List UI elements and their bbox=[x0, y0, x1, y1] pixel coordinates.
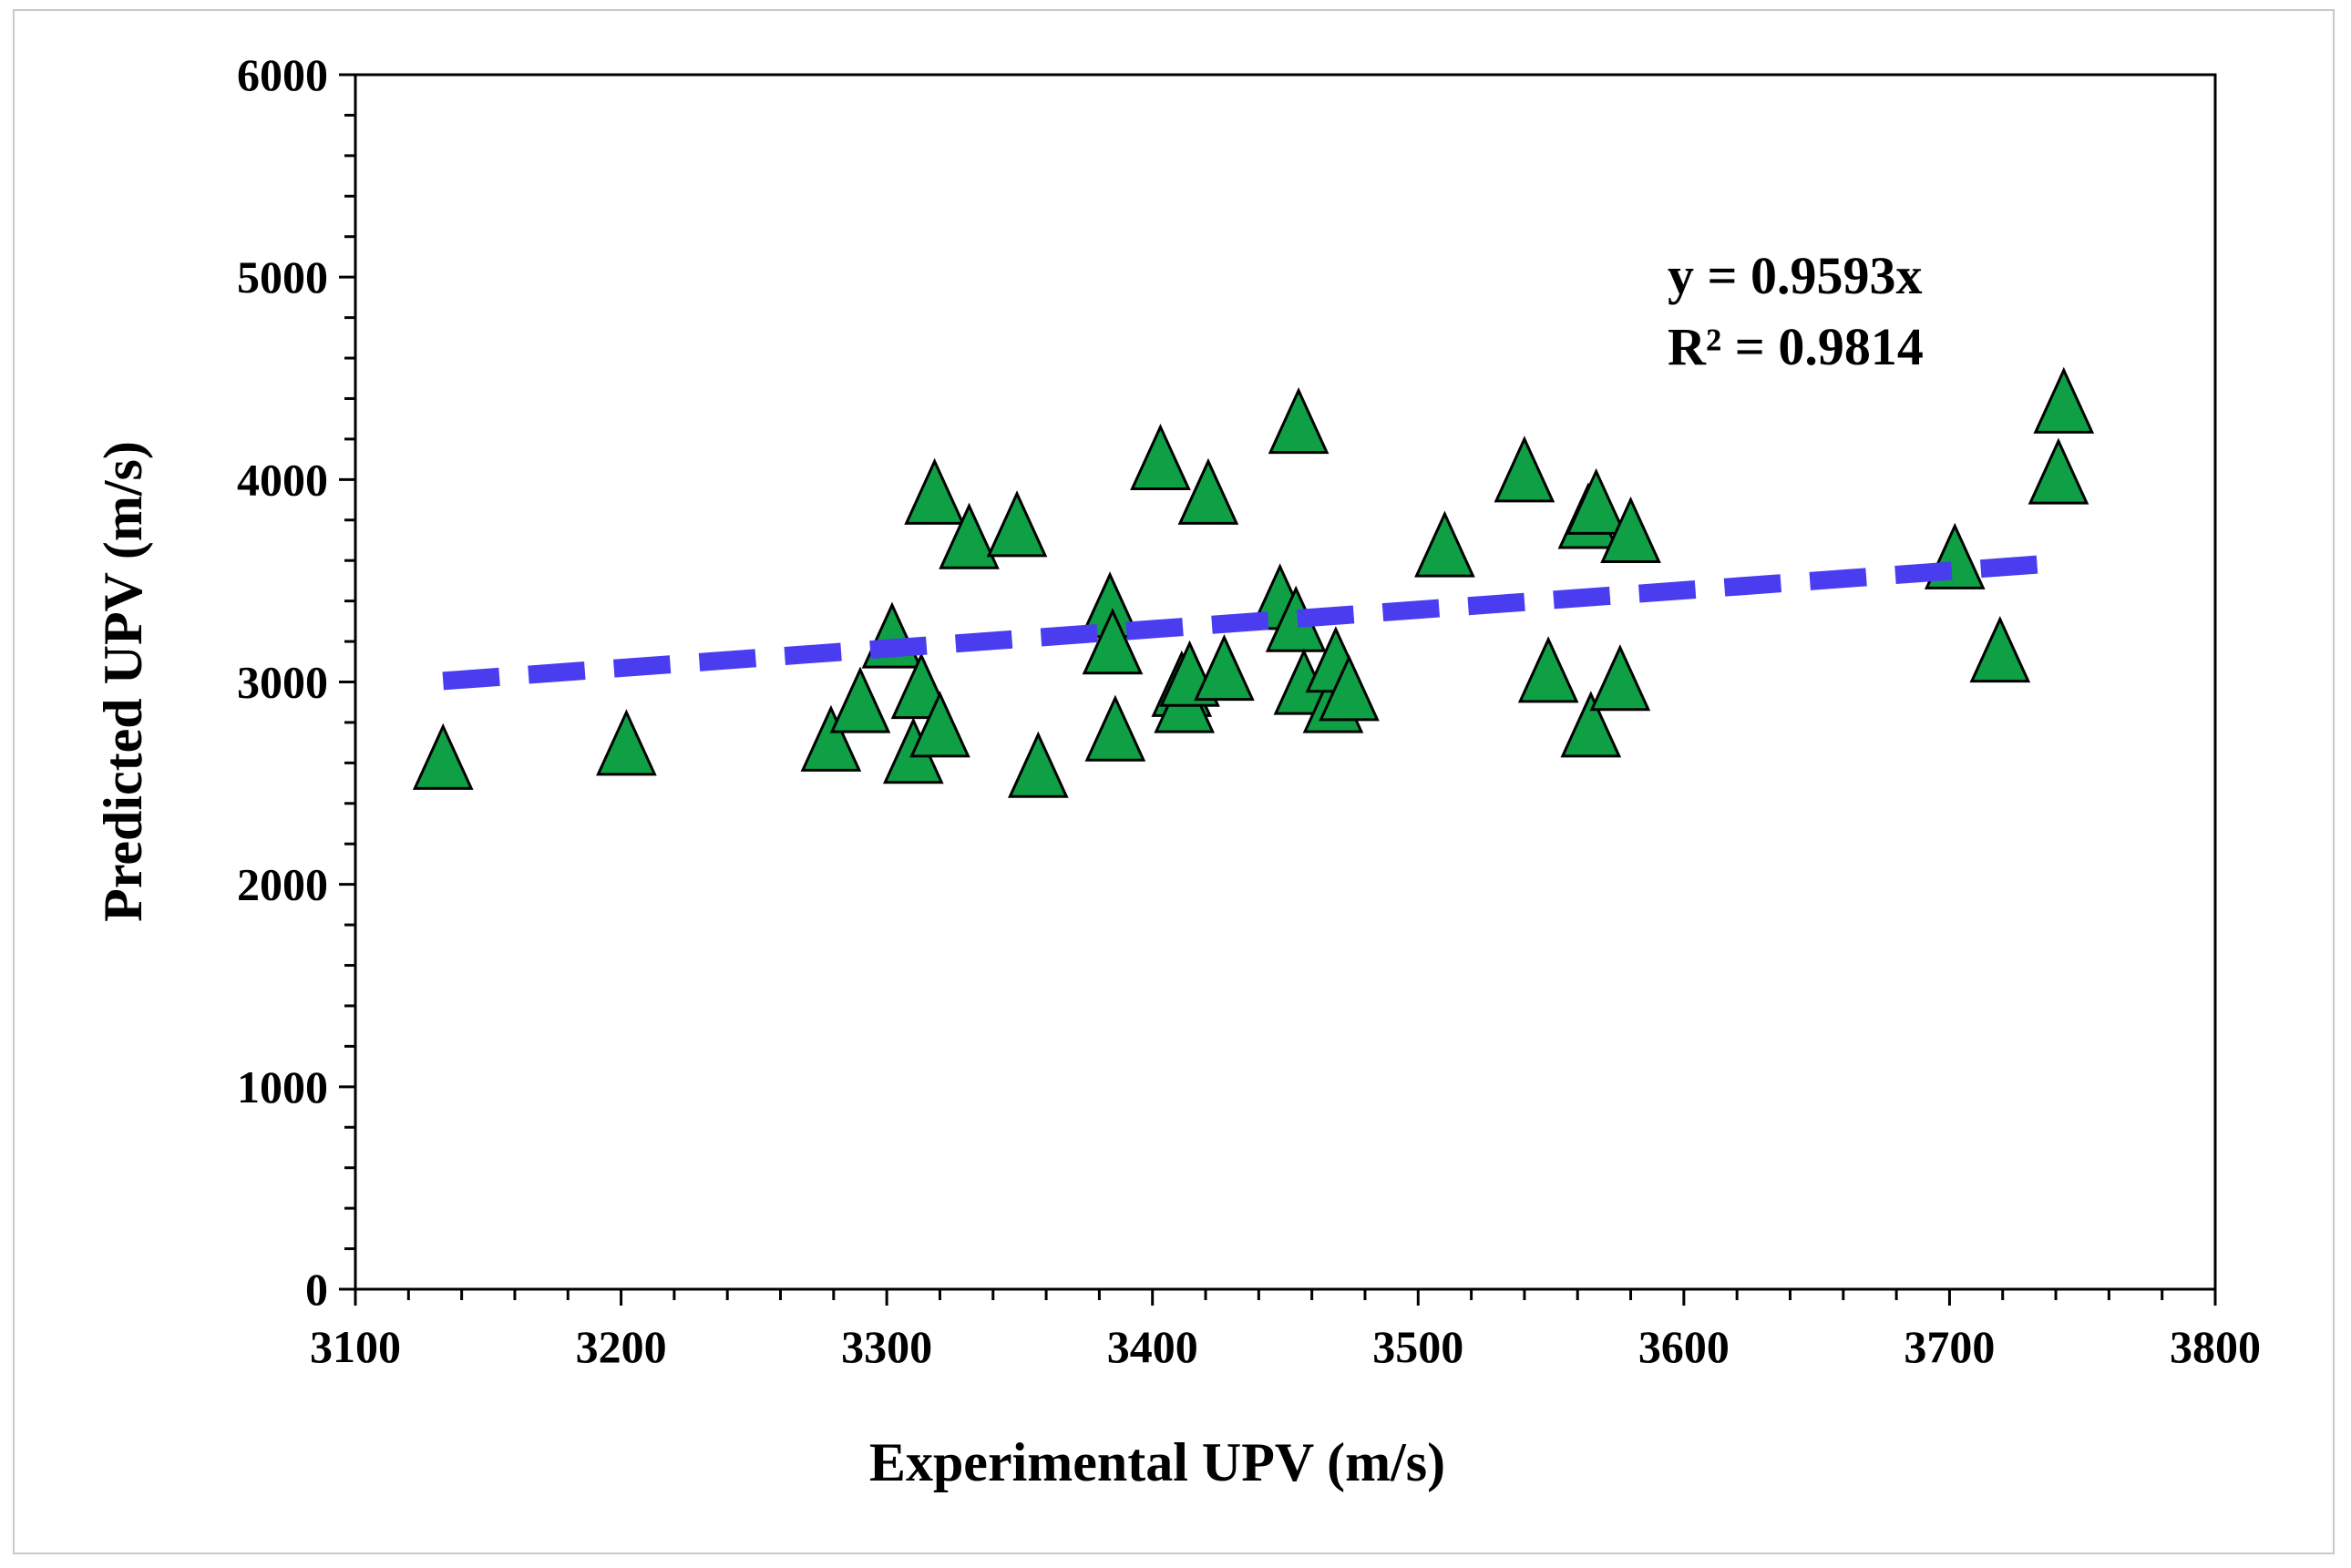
x-axis-title: Experimental UPV (m/s) bbox=[869, 1432, 1445, 1492]
data-point bbox=[1084, 694, 1146, 762]
data-point bbox=[2033, 366, 2095, 434]
data-point bbox=[1969, 616, 2031, 683]
data-point bbox=[1319, 654, 1380, 722]
data-point bbox=[2028, 437, 2089, 505]
x-tick-label: 3700 bbox=[1904, 1321, 1995, 1372]
trendline bbox=[442, 555, 2038, 691]
x-tick-label: 3500 bbox=[1372, 1321, 1463, 1372]
data-point bbox=[1194, 633, 1255, 702]
x-axis-tick-labels: 3100 3200 3300 3400 3500 3600 3700 3800 bbox=[310, 1321, 2261, 1372]
data-point bbox=[800, 704, 862, 772]
data-point bbox=[1130, 423, 1191, 491]
y-tick-label: 4000 bbox=[237, 454, 328, 505]
x-tick-label: 3400 bbox=[1107, 1321, 1198, 1372]
plot-area bbox=[354, 73, 2217, 1291]
data-point bbox=[1560, 691, 1622, 758]
data-point bbox=[412, 723, 474, 790]
y-tick-label: 0 bbox=[305, 1264, 328, 1315]
y-tick-label: 5000 bbox=[237, 251, 328, 302]
x-tick-label: 3800 bbox=[2170, 1321, 2261, 1372]
x-tick-label: 3600 bbox=[1638, 1321, 1730, 1372]
data-point bbox=[909, 691, 970, 758]
data-point bbox=[1082, 608, 1144, 675]
data-point bbox=[986, 490, 1048, 558]
data-point bbox=[939, 502, 1000, 569]
data-point bbox=[1566, 467, 1627, 535]
data-point bbox=[1177, 457, 1239, 525]
r-squared-label: R² = 0.9814 bbox=[1668, 317, 1924, 376]
data-point bbox=[904, 457, 965, 525]
y-axis-title: Predicted UPV (m/s) bbox=[93, 441, 153, 922]
x-tick-label: 3100 bbox=[310, 1321, 401, 1372]
trendline-equation: y = 0.9593x bbox=[1668, 246, 1923, 305]
y-tick-label: 6000 bbox=[237, 49, 328, 100]
x-tick-label: 3200 bbox=[576, 1321, 667, 1372]
data-point bbox=[1600, 496, 1661, 564]
y-tick-label: 1000 bbox=[237, 1061, 328, 1112]
y-tick-label: 2000 bbox=[237, 859, 328, 910]
y-tick-label: 3000 bbox=[237, 657, 328, 708]
x-axis-ticks bbox=[354, 1289, 2217, 1306]
data-point bbox=[1414, 510, 1475, 578]
y-axis-tick-labels: 0 1000 2000 3000 4000 5000 6000 bbox=[237, 49, 328, 1315]
data-point bbox=[596, 709, 657, 776]
data-point bbox=[1517, 636, 1579, 703]
data-point bbox=[1494, 436, 1555, 503]
data-point bbox=[1268, 386, 1329, 455]
data-point bbox=[1008, 731, 1069, 798]
y-axis-ticks bbox=[339, 73, 355, 1291]
x-tick-label: 3300 bbox=[841, 1321, 932, 1372]
data-point bbox=[1589, 644, 1651, 712]
data-point bbox=[829, 666, 891, 733]
data-points bbox=[412, 366, 2095, 798]
